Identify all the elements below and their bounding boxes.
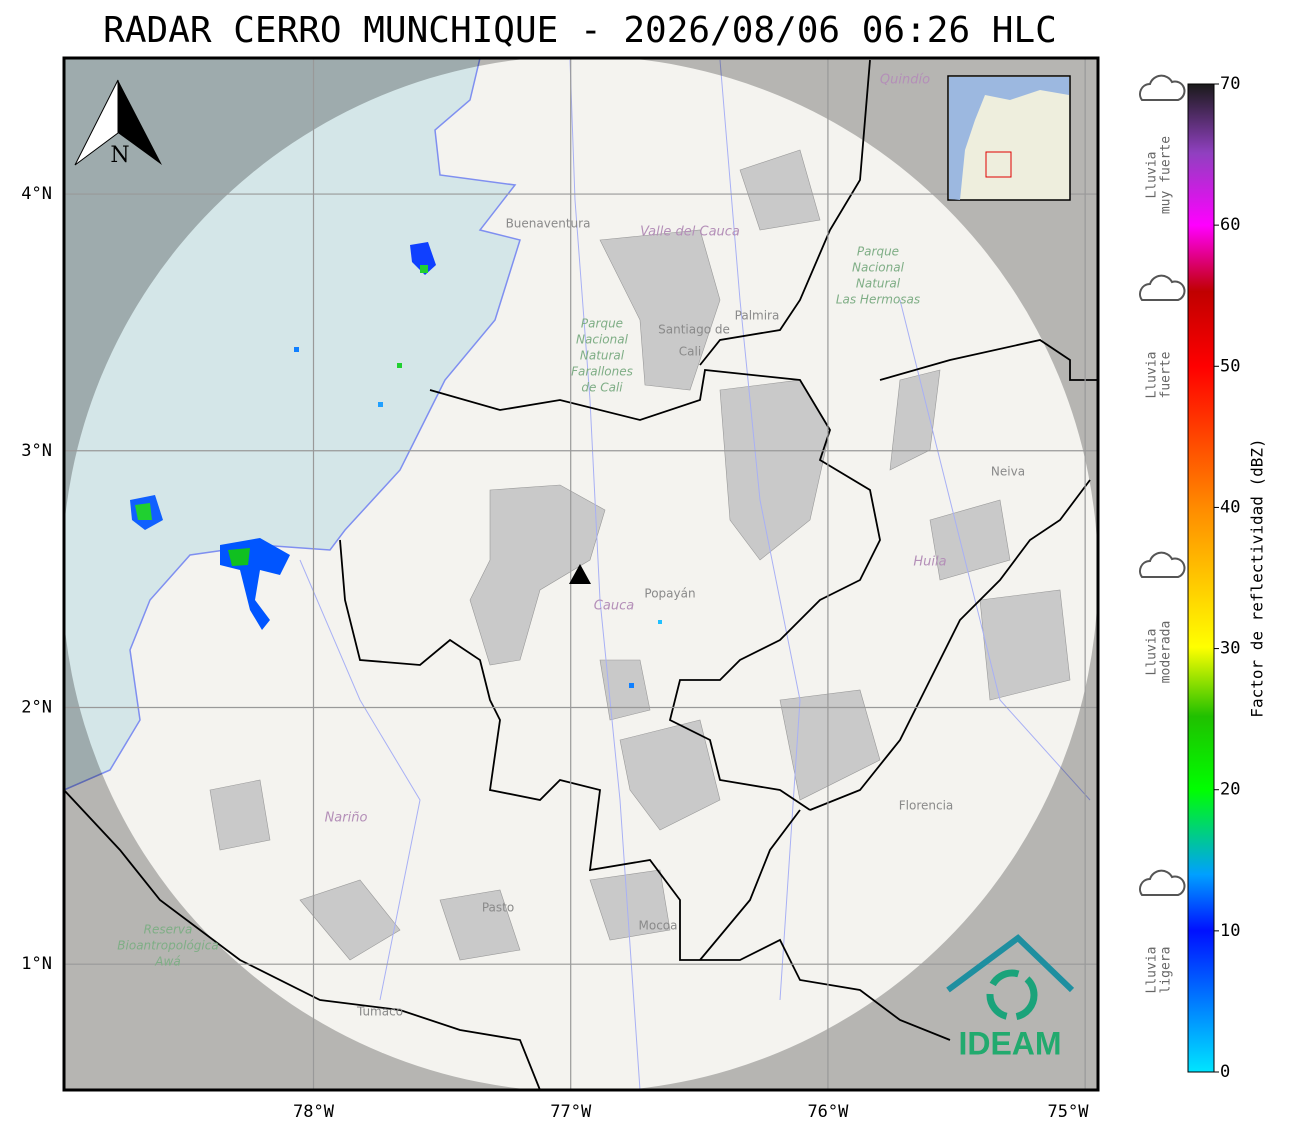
category-label: fuerte bbox=[1159, 351, 1174, 398]
place-label: Quindío bbox=[880, 73, 930, 88]
place-label: Valle del Cauca bbox=[640, 225, 740, 240]
colorbar-tick-label: 40 bbox=[1220, 497, 1240, 517]
park-label: Las Hermosas bbox=[836, 293, 920, 307]
borders bbox=[64, 59, 1098, 1090]
place-label: Nariño bbox=[325, 811, 368, 826]
park-labels: Parque Nacional Natural Farallones de Cali Pa… bbox=[117, 245, 920, 969]
park-label: Natural bbox=[580, 349, 625, 363]
colorbar-label: Factor de reflectividad (dBZ) bbox=[1248, 438, 1267, 717]
colorbar-tick-label: 70 bbox=[1220, 74, 1240, 94]
category-label: Lluvia bbox=[1145, 947, 1160, 994]
graticule bbox=[64, 58, 1098, 1090]
park-label: Awá bbox=[154, 955, 180, 969]
inset-map bbox=[947, 75, 1071, 201]
place-label: Palmira bbox=[735, 309, 780, 323]
place-label: Cali bbox=[679, 345, 701, 359]
x-tick-label: 76°W bbox=[807, 1102, 849, 1122]
category-label: Lluvia bbox=[1145, 629, 1160, 676]
x-tick-label: 77°W bbox=[550, 1102, 592, 1122]
park-label: Farallones bbox=[571, 365, 633, 379]
park-label: Parque bbox=[857, 245, 899, 259]
y-tick-label: 3°N bbox=[21, 441, 52, 461]
ocean bbox=[64, 58, 521, 791]
place-label: Popayán bbox=[644, 587, 695, 601]
x-tick-label: 75°W bbox=[1048, 1102, 1090, 1122]
category-label: moderada bbox=[1159, 621, 1174, 684]
colorbar bbox=[1187, 83, 1215, 1073]
colorbar-tick-label: 50 bbox=[1220, 356, 1240, 376]
place-label: Mocoa bbox=[639, 919, 678, 933]
park-label: Bioantropológica bbox=[117, 939, 218, 953]
logo-text: IDEAM bbox=[958, 1025, 1061, 1061]
north-arrow: N bbox=[74, 79, 162, 168]
place-label: Pasto bbox=[482, 901, 514, 915]
rivers bbox=[299, 59, 1091, 1090]
cloud-icon bbox=[1139, 74, 1186, 101]
park-label: Parque bbox=[581, 317, 623, 331]
place-label: Tumaco bbox=[356, 1005, 403, 1019]
category-label: ligera bbox=[1159, 947, 1174, 994]
shaded-areas bbox=[209, 149, 1071, 961]
colorbar-tick-label: 10 bbox=[1220, 921, 1240, 941]
radar-site bbox=[569, 564, 591, 584]
place-label: Neiva bbox=[991, 465, 1025, 479]
y-tick-label: 2°N bbox=[21, 697, 52, 717]
colorbar-tick-label: 30 bbox=[1220, 639, 1240, 659]
colorbar-tick-label: 20 bbox=[1220, 780, 1240, 800]
colorbar-tick-label: 0 bbox=[1220, 1062, 1230, 1082]
radar-echoes bbox=[130, 242, 662, 688]
park-label: Reserva bbox=[144, 923, 193, 937]
y-tick-label: 1°N bbox=[21, 954, 52, 974]
category-label: Lluvia bbox=[1145, 352, 1160, 399]
cloud-icon bbox=[1139, 869, 1186, 896]
cloud-icon bbox=[1139, 551, 1186, 578]
place-label: Santiago de bbox=[658, 323, 730, 337]
colorbar-tick-label: 60 bbox=[1220, 215, 1240, 235]
park-label: Natural bbox=[856, 277, 901, 291]
ideam-logo: IDEAM bbox=[946, 934, 1075, 1061]
x-tick-label: 78°W bbox=[293, 1102, 335, 1122]
title: RADAR CERRO MUNCHIQUE - 2026/08/06 06:26… bbox=[103, 10, 1057, 51]
place-label: Buenaventura bbox=[506, 217, 591, 231]
north-label: N bbox=[110, 143, 129, 168]
place-label: Cauca bbox=[594, 599, 634, 614]
y-tick-label: 4°N bbox=[21, 184, 52, 204]
category-label: Lluvia bbox=[1145, 152, 1160, 199]
park-label: Nacional bbox=[576, 333, 629, 347]
place-label: Florencia bbox=[899, 799, 954, 813]
place-label: Huila bbox=[913, 555, 946, 570]
park-label: Nacional bbox=[852, 261, 905, 275]
category-label: muy fuerte bbox=[1159, 136, 1174, 214]
map-frame bbox=[62, 56, 1100, 1092]
cloud-icon bbox=[1139, 274, 1186, 301]
park-label: de Cali bbox=[581, 381, 623, 395]
